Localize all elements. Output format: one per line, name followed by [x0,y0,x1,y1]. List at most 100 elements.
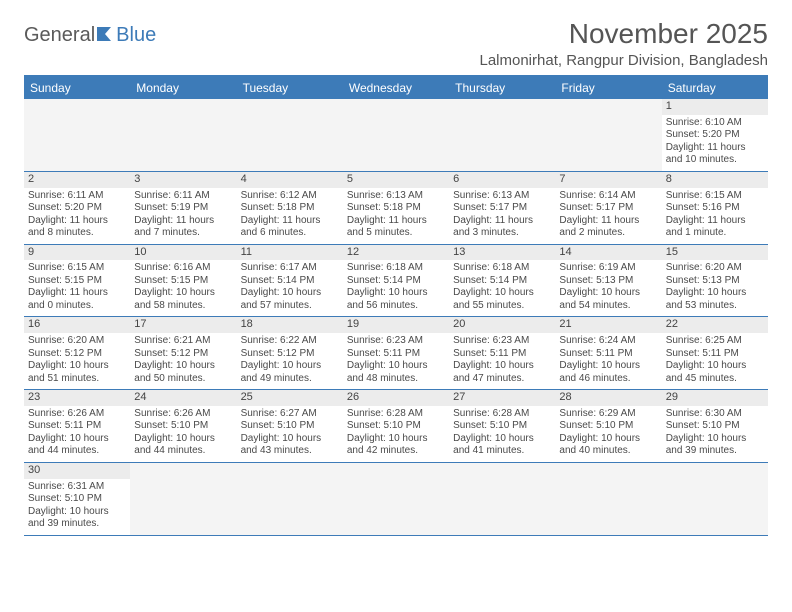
daylight-text: Daylight: 10 hours [666,433,764,446]
sunrise-text: Sunrise: 6:11 AM [134,190,232,203]
day-number: 14 [555,245,661,261]
sunrise-text: Sunrise: 6:22 AM [241,335,339,348]
calendar-body: 1Sunrise: 6:10 AMSunset: 5:20 PMDaylight… [24,99,768,536]
calendar: SundayMondayTuesdayWednesdayThursdayFrid… [24,75,768,536]
daylight-text: Daylight: 10 hours [241,360,339,373]
day-cell: 12Sunrise: 6:18 AMSunset: 5:14 PMDayligh… [343,245,449,317]
day-cell: 16Sunrise: 6:20 AMSunset: 5:12 PMDayligh… [24,317,130,389]
daylight-text: and 0 minutes. [28,300,126,313]
sunset-text: Sunset: 5:14 PM [241,275,339,288]
day-number: 24 [130,390,236,406]
sunset-text: Sunset: 5:15 PM [28,275,126,288]
daylight-text: Daylight: 10 hours [453,360,551,373]
daylight-text: Daylight: 10 hours [559,433,657,446]
day-number: 25 [237,390,343,406]
day-cell: 10Sunrise: 6:16 AMSunset: 5:15 PMDayligh… [130,245,236,317]
sunset-text: Sunset: 5:11 PM [28,420,126,433]
daylight-text: and 50 minutes. [134,373,232,386]
daylight-text: and 49 minutes. [241,373,339,386]
sunrise-text: Sunrise: 6:13 AM [347,190,445,203]
daylight-text: and 44 minutes. [28,445,126,458]
empty-cell [449,463,555,535]
sunset-text: Sunset: 5:13 PM [666,275,764,288]
sunrise-text: Sunrise: 6:10 AM [666,117,764,130]
sunset-text: Sunset: 5:17 PM [453,202,551,215]
daylight-text: Daylight: 10 hours [347,433,445,446]
sunrise-text: Sunrise: 6:24 AM [559,335,657,348]
daylight-text: Daylight: 10 hours [28,433,126,446]
daylight-text: Daylight: 10 hours [666,360,764,373]
sunrise-text: Sunrise: 6:29 AM [559,408,657,421]
sunrise-text: Sunrise: 6:11 AM [28,190,126,203]
location: Lalmonirhat, Rangpur Division, Banglades… [479,52,768,69]
sunrise-text: Sunrise: 6:30 AM [666,408,764,421]
logo-text-blue: Blue [116,24,156,47]
day-number: 6 [449,172,555,188]
daylight-text: Daylight: 11 hours [666,142,764,155]
sunrise-text: Sunrise: 6:12 AM [241,190,339,203]
daylight-text: Daylight: 11 hours [453,215,551,228]
day-header: Wednesday [343,77,449,99]
daylight-text: and 8 minutes. [28,227,126,240]
day-cell: 19Sunrise: 6:23 AMSunset: 5:11 PMDayligh… [343,317,449,389]
day-cell: 21Sunrise: 6:24 AMSunset: 5:11 PMDayligh… [555,317,661,389]
sunset-text: Sunset: 5:11 PM [347,348,445,361]
day-header: Tuesday [237,77,343,99]
day-number: 29 [662,390,768,406]
daylight-text: Daylight: 10 hours [134,360,232,373]
day-cell: 27Sunrise: 6:28 AMSunset: 5:10 PMDayligh… [449,390,555,462]
sunset-text: Sunset: 5:10 PM [241,420,339,433]
daylight-text: and 40 minutes. [559,445,657,458]
day-cell: 28Sunrise: 6:29 AMSunset: 5:10 PMDayligh… [555,390,661,462]
sunrise-text: Sunrise: 6:31 AM [28,481,126,494]
day-header: Saturday [662,77,768,99]
empty-cell [555,463,661,535]
empty-cell [449,99,555,171]
sunrise-text: Sunrise: 6:25 AM [666,335,764,348]
day-number: 4 [237,172,343,188]
empty-cell [237,99,343,171]
day-number: 9 [24,245,130,261]
month-title: November 2025 [479,18,768,50]
calendar-row: 9Sunrise: 6:15 AMSunset: 5:15 PM Daylight… [24,245,768,318]
header: GeneralBlue November 2025 Lalmonirhat, R… [24,18,768,69]
sunset-text: Sunset: 5:20 PM [28,202,126,215]
day-number: 16 [24,317,130,333]
daylight-text: and 5 minutes. [347,227,445,240]
sunset-text: Sunset: 5:12 PM [241,348,339,361]
daylight-text: and 55 minutes. [453,300,551,313]
calendar-row: 16Sunrise: 6:20 AMSunset: 5:12 PMDayligh… [24,317,768,390]
day-cell: 23Sunrise: 6:26 AMSunset: 5:11 PMDayligh… [24,390,130,462]
sunset-text: Sunset: 5:13 PM [559,275,657,288]
sunrise-text: Sunrise: 6:16 AM [134,262,232,275]
day-number: 27 [449,390,555,406]
day-number: 10 [130,245,236,261]
day-number: 26 [343,390,449,406]
daylight-text: and 3 minutes. [453,227,551,240]
day-cell: 25Sunrise: 6:27 AMSunset: 5:10 PMDayligh… [237,390,343,462]
sunset-text: Sunset: 5:10 PM [28,493,126,506]
sunset-text: Sunset: 5:12 PM [28,348,126,361]
day-number: 11 [237,245,343,261]
day-cell: 4Sunrise: 6:12 AMSunset: 5:18 PMDaylight… [237,172,343,244]
day-number: 3 [130,172,236,188]
calendar-row: 23Sunrise: 6:26 AMSunset: 5:11 PMDayligh… [24,390,768,463]
empty-cell [343,99,449,171]
daylight-text: Daylight: 10 hours [559,287,657,300]
daylight-text: and 42 minutes. [347,445,445,458]
day-cell: 11Sunrise: 6:17 AMSunset: 5:14 PMDayligh… [237,245,343,317]
sunrise-text: Sunrise: 6:15 AM [28,262,126,275]
day-cell: 14Sunrise: 6:19 AMSunset: 5:13 PMDayligh… [555,245,661,317]
day-number: 2 [24,172,130,188]
logo: GeneralBlue [24,18,156,47]
day-cell: 29 Sunrise: 6:30 AMSunset: 5:10 PMDayligh… [662,390,768,462]
sunset-text: Sunset: 5:10 PM [666,420,764,433]
day-number: 20 [449,317,555,333]
sunrise-text: Sunrise: 6:23 AM [347,335,445,348]
daylight-text: and 2 minutes. [559,227,657,240]
day-cell: 18Sunrise: 6:22 AMSunset: 5:12 PMDayligh… [237,317,343,389]
day-cell: 20Sunrise: 6:23 AMSunset: 5:11 PMDayligh… [449,317,555,389]
daylight-text: and 53 minutes. [666,300,764,313]
sunrise-text: Sunrise: 6:17 AM [241,262,339,275]
daylight-text: and 39 minutes. [666,445,764,458]
